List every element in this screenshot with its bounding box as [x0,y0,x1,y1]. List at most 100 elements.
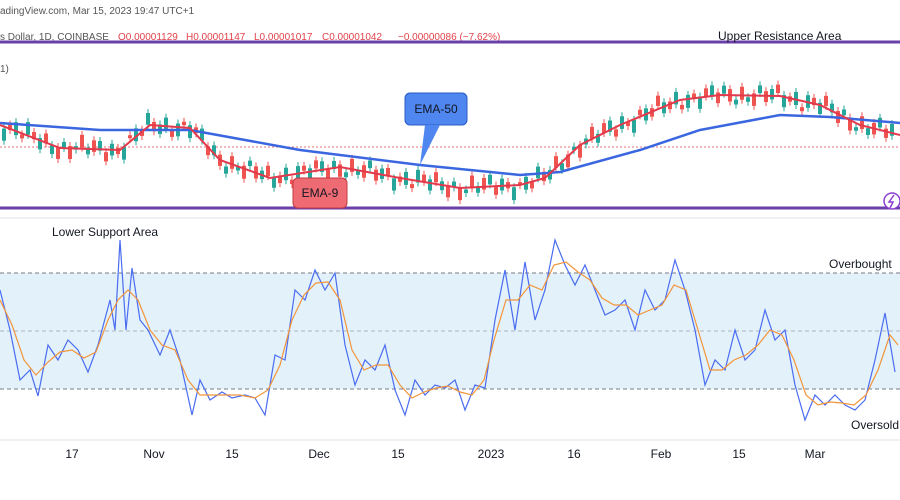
source-text: adingView.com, Mar 15, 2023 19:47 UTC+1 [0,6,195,17]
candle-body [596,133,600,143]
x-tick-label: Feb [651,447,672,461]
candle-body [674,91,678,105]
candle-body [752,93,756,106]
candle-body [200,128,204,141]
candle-body [542,171,546,182]
candle-body [20,134,24,139]
ema9-label: EMA-9 [302,186,339,200]
candle-body [638,109,642,116]
candle-body [824,95,828,106]
candle-body [374,169,378,181]
candle-body [482,178,486,190]
candle-body [368,160,372,169]
candle-body [38,138,42,150]
candle-body [224,166,228,174]
candle-body [62,142,66,148]
candle-body [50,145,54,154]
candle-body [488,174,492,185]
candle-body [92,140,96,152]
candle-body [500,178,504,191]
candle-body [614,129,618,137]
candle-body [272,176,276,188]
candle-body [410,184,414,189]
upper-label: Upper Resistance Area [718,29,842,43]
candle-body [332,160,336,169]
stoch-k [0,237,896,422]
ema50-label: EMA-50 [414,102,458,116]
candle-body [386,167,390,177]
candle-body [770,89,774,100]
candle-body [626,122,630,126]
candle-body [308,168,312,181]
candle-body [698,96,702,109]
candle-body [686,94,690,108]
ema9-callout: EMA-9 [292,177,348,209]
candle-body [680,104,684,110]
candle-body [314,160,318,169]
candle-body [860,116,864,130]
change: −0.00000086 (−7.62%) [398,32,500,43]
candle-body [236,166,240,171]
candle-body [98,141,102,151]
x-tick-label: Mar [805,447,826,461]
candle-body [338,164,342,177]
candle-body [692,93,696,99]
candle-body [800,107,804,112]
candle-body [248,160,252,167]
candle-body [842,109,846,116]
candle-body [392,178,396,191]
candle-body [848,117,852,131]
candle-body [716,92,720,104]
candle-body [116,147,120,155]
symbol: s Dollar, 1D, COINBASE [0,32,109,43]
candle-body [290,179,294,185]
stoch-d [0,261,899,406]
candle-body [512,187,516,201]
candle-body [266,165,270,177]
candle-body [620,116,624,129]
candle-body [830,103,834,113]
candle-body [776,84,780,94]
candle-body [422,174,426,182]
candle-body [80,134,84,148]
candle-body [320,161,324,172]
indicator-label: 1) [0,64,9,75]
open: O0.00001129 [118,32,178,43]
candle-body [134,128,138,142]
candle-body [212,145,216,156]
candle-body [746,97,750,102]
candle-body [302,165,306,171]
candle-body [818,102,822,114]
candle-body [758,85,762,94]
candle-body [866,128,870,135]
candle-body [602,123,606,134]
high: H0.00001147 [186,32,246,43]
x-tick-label: Nov [143,447,164,461]
candle-body [452,181,456,188]
candle-body [722,85,726,94]
candle-body [704,88,708,97]
candle-body [734,99,738,105]
candle-body [878,117,882,128]
candle-body [590,126,594,139]
ohlc-line: s Dollar, 1D, COINBASE O0.00001129 H0.00… [0,32,500,43]
candle-body [608,120,612,132]
ema50-line [0,113,900,177]
candle-body [2,128,6,141]
candle-body [416,169,420,183]
candle-body [890,123,894,136]
candle-body [326,168,330,180]
x-axis: 17 Nov 15 Dec 15 2023 16 Feb 15 Mar [65,447,825,461]
candle-body [104,152,108,162]
x-tick-label: 15 [391,447,405,461]
x-tick-label: 17 [65,447,79,461]
candle-body [566,154,570,168]
candle-body [530,182,534,189]
candle-body [668,101,672,110]
candle-body [554,156,558,168]
overbought-label: Overbought [829,257,892,271]
candle-body [476,185,480,193]
candle-body [32,132,36,140]
